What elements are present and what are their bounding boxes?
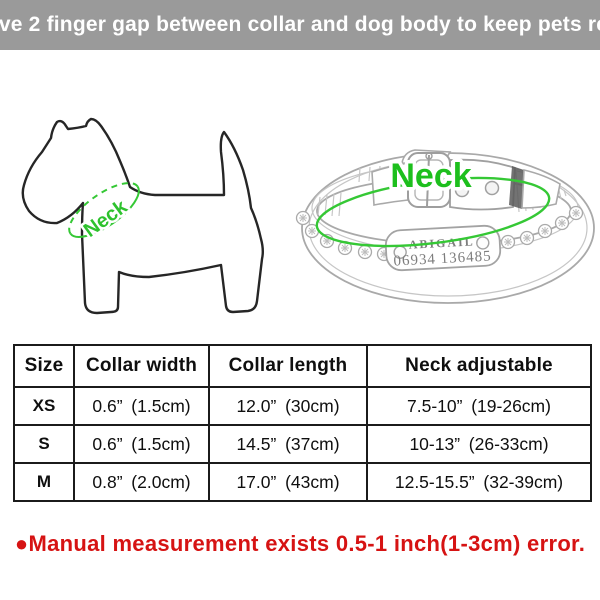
table-row-xs: XS 0.6” (1.5cm) 12.0” (30cm) 7.5-10” (19… xyxy=(13,386,592,426)
collar-illustration: ABIGAIL 06934 136485 Neck xyxy=(295,149,595,304)
buckle-keeper xyxy=(509,166,524,209)
cell-collar-length: 12.0” (30cm) xyxy=(208,386,368,426)
collar-neck-label: Neck xyxy=(390,157,471,195)
table-row-s: S 0.6” (1.5cm) 14.5” (37cm) 10-13” (26-3… xyxy=(13,424,592,464)
top-banner: Leave 2 finger gap between collar and do… xyxy=(0,0,600,50)
cell-size: M xyxy=(13,462,75,502)
cell-collar-width: 0.6” (1.5cm) xyxy=(73,424,210,464)
header-size: Size xyxy=(13,344,75,388)
cell-neck-adjustable: 10-13” (26-33cm) xyxy=(366,424,592,464)
size-table: Size Collar width Collar length Neck adj… xyxy=(13,344,592,502)
cell-collar-length: 17.0” (43cm) xyxy=(208,462,368,502)
plate-rivet-right xyxy=(476,236,490,250)
cell-collar-width: 0.8” (2.0cm) xyxy=(73,462,210,502)
collar-neck-measure-ellipse xyxy=(315,176,551,248)
cell-size: XS xyxy=(13,386,75,426)
dog-neck-measure-ellipse xyxy=(68,182,140,238)
plate-engraved-number: 06934 136485 xyxy=(393,248,492,269)
strap-hole xyxy=(454,182,470,198)
name-plate: ABIGAIL 06934 136485 xyxy=(384,224,502,272)
measurement-error-note: ●Manual measurement exists 0.5-1 inch(1-… xyxy=(0,531,600,557)
header-collar-length: Collar length xyxy=(208,344,368,388)
cell-size: S xyxy=(13,424,75,464)
cell-collar-length: 14.5” (37cm) xyxy=(208,424,368,464)
strap-hole xyxy=(484,180,500,196)
banner-text: Leave 2 finger gap between collar and do… xyxy=(0,13,600,36)
header-collar-width: Collar width xyxy=(73,344,210,388)
cell-collar-width: 0.6” (1.5cm) xyxy=(73,386,210,426)
table-row-m: M 0.8” (2.0cm) 17.0” (43cm) 12.5-15.5” (… xyxy=(13,462,592,502)
header-neck-adjustable: Neck adjustable xyxy=(366,344,592,388)
dog-outline-illustration: Neck xyxy=(21,117,264,315)
buckle xyxy=(371,149,561,211)
cell-neck-adjustable: 12.5-15.5” (32-39cm) xyxy=(366,462,592,502)
cell-neck-adjustable: 7.5-10” (19-26cm) xyxy=(366,386,592,426)
size-table-header-row: Size Collar width Collar length Neck adj… xyxy=(13,344,592,388)
measurement-error-text: ●Manual measurement exists 0.5-1 inch(1-… xyxy=(14,531,586,556)
